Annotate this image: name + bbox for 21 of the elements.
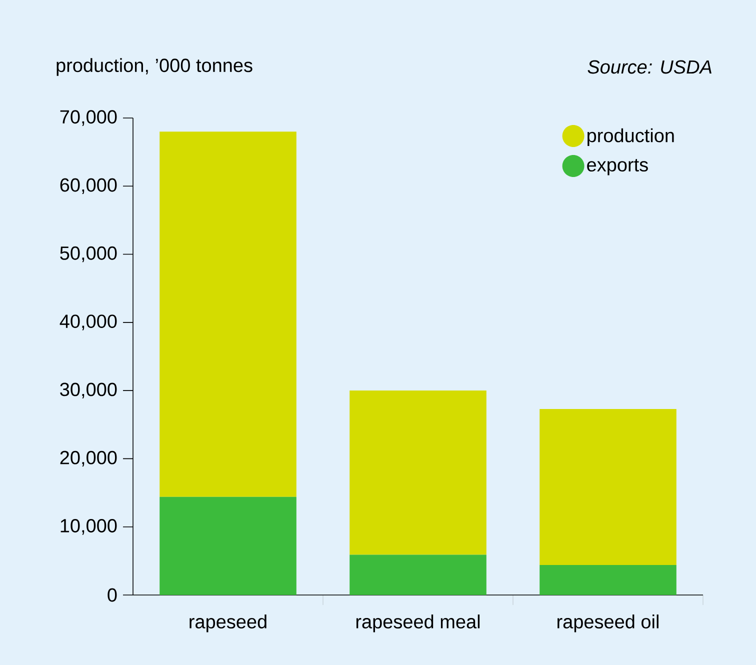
y-tick-label: 50,000 xyxy=(60,246,117,262)
y-axis-title: production, ’000 tonnes xyxy=(56,58,252,76)
x-tick-label: rapeseed oil xyxy=(558,614,658,632)
y-tick-label: 20,000 xyxy=(60,450,117,467)
bar xyxy=(160,132,296,497)
x-tick-label: rapeseed xyxy=(190,614,266,632)
y-tick-label: 0 xyxy=(108,588,117,602)
bar xyxy=(350,554,486,595)
legend-label: exports xyxy=(587,159,648,176)
y-tick-label: 40,000 xyxy=(60,314,117,330)
y-tick-label: 30,000 xyxy=(60,382,117,398)
legend-label: production xyxy=(588,128,674,146)
text: Source: USDA xyxy=(588,60,712,74)
bar xyxy=(540,565,676,595)
y-tick-label: 70,000 xyxy=(60,110,117,126)
bar xyxy=(350,390,486,555)
bar xyxy=(160,496,296,595)
y-tick-label: 60,000 xyxy=(60,178,117,194)
y-tick-label: 10,000 xyxy=(60,518,117,535)
bar xyxy=(540,408,676,566)
x-tick-label: rapeseed meal xyxy=(356,614,480,632)
